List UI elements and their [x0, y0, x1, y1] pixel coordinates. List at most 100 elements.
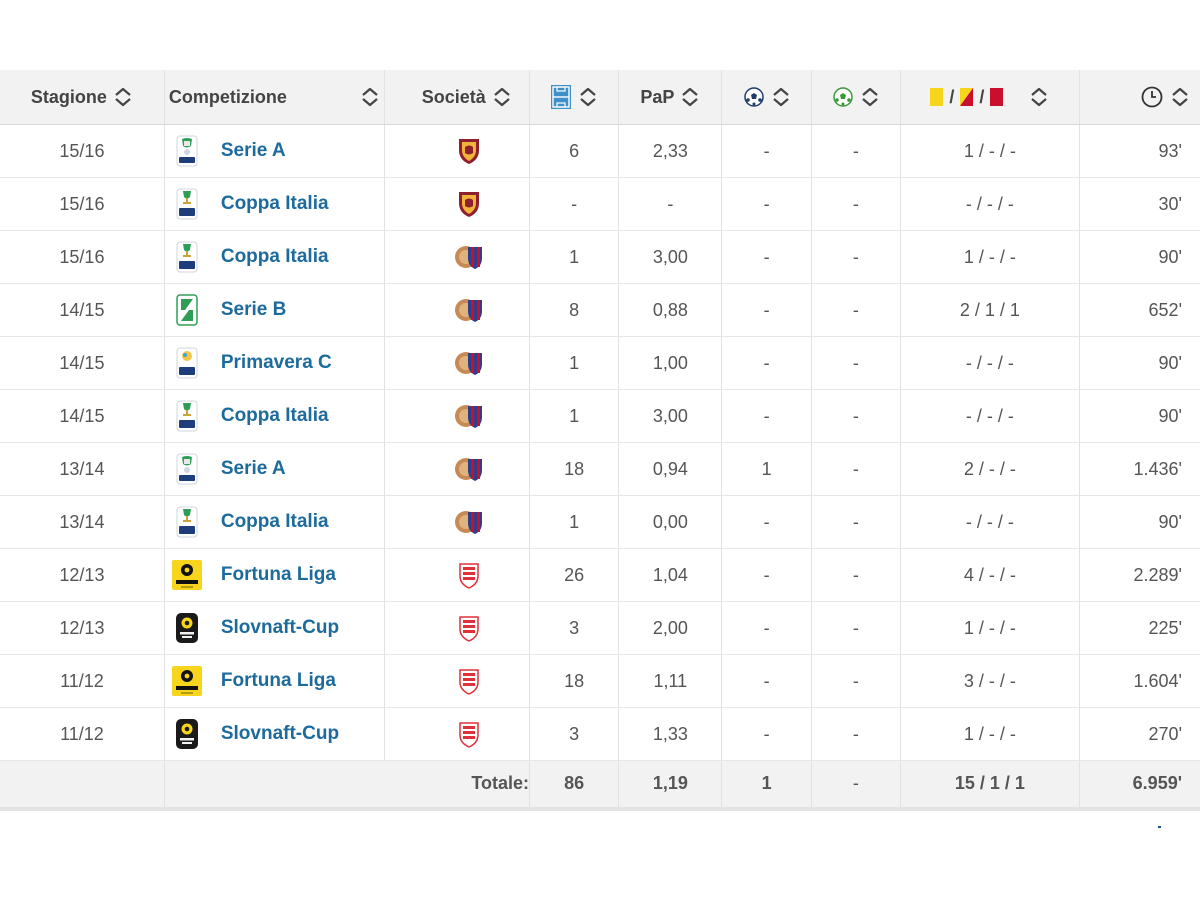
minutes-value: 30'	[1158, 193, 1182, 214]
column-season[interactable]: Stagione	[0, 70, 165, 125]
catania-crest[interactable]	[454, 455, 484, 488]
cards-cell: 4 / - / -	[900, 548, 1080, 602]
coppa-italia-logo[interactable]	[169, 400, 205, 432]
appearances-link[interactable]: 3	[529, 601, 620, 655]
sort-arrows-icon[interactable]	[1170, 86, 1190, 108]
fortuna-liga-logo[interactable]	[169, 665, 205, 697]
appearances-link[interactable]: 3	[529, 707, 620, 761]
yellow-card-icon	[930, 88, 944, 106]
serie-a-logo[interactable]	[169, 135, 205, 167]
appearances-link[interactable]: -	[529, 177, 620, 231]
pap-cell: 3,00	[618, 389, 723, 443]
slovnaft-cup-logo[interactable]	[169, 612, 205, 644]
column-cards[interactable]: / /	[900, 70, 1080, 125]
cards-cell: 1 / - / -	[900, 601, 1080, 655]
sort-arrows-icon[interactable]	[360, 86, 380, 108]
sort-arrows-icon[interactable]	[680, 86, 700, 108]
appearances-link[interactable]: 8	[529, 283, 620, 337]
competition-link[interactable]: Serie B	[220, 299, 287, 320]
sort-arrows-icon[interactable]	[113, 86, 133, 108]
column-own-goals[interactable]	[811, 70, 901, 125]
competition-link[interactable]: Fortuna Liga	[220, 564, 336, 585]
competition-link[interactable]: Slovnaft-Cup	[220, 617, 340, 638]
column-minutes[interactable]	[1079, 70, 1200, 125]
cards-cell: 2 / - / -	[900, 442, 1080, 496]
competition-link[interactable]: Coppa Italia	[220, 511, 329, 532]
trnava-crest[interactable]	[458, 614, 480, 647]
column-competition-label: Competizione	[168, 86, 287, 107]
column-pap[interactable]: PaP	[618, 70, 723, 125]
club-cell	[384, 548, 530, 602]
catania-crest[interactable]	[454, 296, 484, 329]
competition-link[interactable]: Serie A	[220, 140, 286, 161]
competition-link[interactable]: Slovnaft-Cup	[220, 723, 340, 744]
appearances-link[interactable]: 18	[529, 654, 620, 708]
coppa-italia-logo[interactable]	[169, 188, 205, 220]
coppa-italia-logo[interactable]	[169, 506, 205, 538]
own-goals-cell: -	[811, 442, 901, 496]
minutes-cell: 90'	[1079, 389, 1200, 443]
sort-arrows-icon[interactable]	[492, 86, 512, 108]
appearances-link[interactable]: 1	[529, 389, 620, 443]
competition-cell: Serie A	[164, 442, 385, 496]
appearances-link[interactable]: 6	[529, 124, 620, 178]
appearances-link[interactable]: 1	[529, 336, 620, 390]
appearances-link[interactable]: 1	[529, 230, 620, 284]
competition-link[interactable]: Coppa Italia	[220, 193, 329, 214]
trnava-crest[interactable]	[458, 667, 480, 700]
minutes-value: 90'	[1158, 246, 1182, 267]
minutes-cell: 90'	[1079, 230, 1200, 284]
cards-separator: /	[949, 86, 955, 107]
appearances-link[interactable]: 26	[529, 548, 620, 602]
goals-cell: -	[721, 601, 812, 655]
roma-crest[interactable]	[456, 189, 482, 224]
catania-crest[interactable]	[454, 349, 484, 382]
competition-link[interactable]: Serie A	[220, 458, 286, 479]
trnava-crest[interactable]	[458, 720, 480, 753]
column-goals[interactable]	[721, 70, 812, 125]
table-row: 13/14 Serie A 18 0,94 1-2 / - / - 1.436'	[0, 442, 1200, 496]
pap-cell: 2,00	[618, 601, 723, 655]
serie-a-logo[interactable]	[169, 453, 205, 485]
coppa-italia-logo[interactable]	[169, 241, 205, 273]
competition-link[interactable]: Primavera C	[220, 352, 332, 373]
sort-arrows-icon[interactable]	[1029, 86, 1049, 108]
column-competition[interactable]: Competizione	[164, 70, 385, 125]
competition-cell: Fortuna Liga	[164, 548, 385, 602]
competition-link[interactable]: Fortuna Liga	[220, 670, 336, 691]
sort-arrows-icon[interactable]	[860, 86, 880, 108]
table-row: 15/16 Coppa Italia - - - - - / - / -30'	[0, 177, 1200, 231]
column-club[interactable]: Società	[384, 70, 530, 125]
appearances-link[interactable]: 18	[529, 442, 620, 496]
primavera-logo[interactable]	[169, 347, 205, 379]
clock-icon	[1141, 86, 1163, 108]
catania-crest[interactable]	[454, 402, 484, 435]
season-cell: 13/14	[0, 495, 165, 549]
club-cell	[384, 177, 530, 231]
totals-cards: 15 / 1 / 1	[900, 760, 1080, 811]
table-row: 14/15 Primavera C 1 1,00- - - / - / -90'	[0, 336, 1200, 390]
cards-cell: - / - / -	[900, 336, 1080, 390]
fortuna-liga-logo[interactable]	[169, 559, 205, 591]
catania-crest[interactable]	[454, 508, 484, 541]
roma-crest[interactable]	[456, 136, 482, 171]
sort-arrows-icon[interactable]	[578, 86, 598, 108]
own-goals-cell: -	[811, 548, 901, 602]
competition-link[interactable]: Coppa Italia	[220, 246, 329, 267]
minutes-value: 652'	[1148, 299, 1182, 320]
column-appearances[interactable]	[529, 70, 620, 125]
sort-arrows-icon[interactable]	[771, 86, 791, 108]
competition-cell: Serie A	[164, 124, 385, 178]
club-cell	[384, 389, 530, 443]
pap-cell: 0,94	[618, 442, 723, 496]
competition-link[interactable]: Coppa Italia	[220, 405, 329, 426]
slovnaft-cup-logo[interactable]	[169, 718, 205, 750]
pap-cell: 0,00	[618, 495, 723, 549]
catania-crest[interactable]	[454, 243, 484, 276]
pap-cell: 0,88	[618, 283, 723, 337]
appearances-link[interactable]: 1	[529, 495, 620, 549]
trnava-crest[interactable]	[458, 561, 480, 594]
club-cell	[384, 336, 530, 390]
decorative-dot	[1158, 826, 1161, 828]
serie-b-logo[interactable]	[169, 294, 205, 326]
